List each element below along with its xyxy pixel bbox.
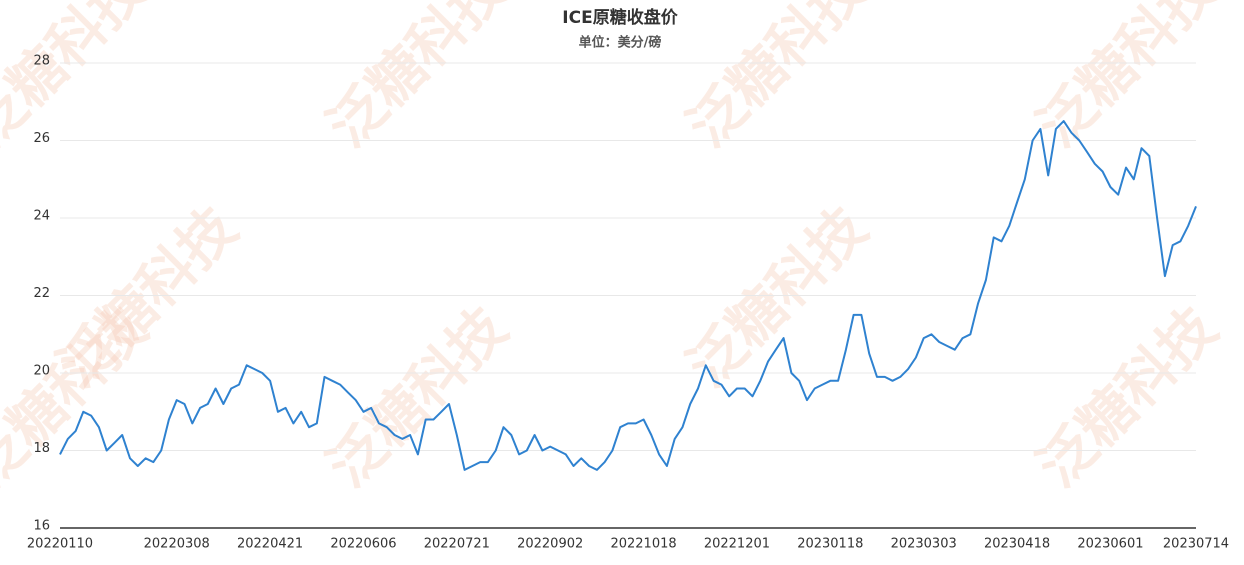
x-tick-label: 20221201 [704,537,770,552]
chart-title: ICE原糖收盘价 [562,7,678,28]
y-tick-label: 18 [33,441,50,456]
y-tick-label: 16 [33,519,50,534]
watermark: 泛糖科技 [45,195,249,399]
y-tick-label: 22 [33,286,50,301]
watermark: 泛糖科技 [315,295,519,499]
x-tick-label: 20230714 [1163,537,1229,552]
y-tick-label: 24 [33,209,50,224]
x-tick-label: 20230601 [1077,537,1143,552]
line-series [59,120,1197,471]
x-tick-label: 20220308 [144,537,210,552]
watermark: 泛糖科技 [1025,0,1229,160]
x-tick-label: 20220902 [517,537,583,552]
x-tick-label: 20220721 [424,537,490,552]
watermark: 泛糖科技 [0,0,160,160]
x-tick-label: 20220606 [330,537,396,552]
watermark: 泛糖科技 [1025,295,1229,499]
x-tick-label: 20220421 [237,537,303,552]
watermark: 泛糖科技 [675,0,879,160]
y-tick-label: 28 [33,54,50,69]
x-tick-label: 20230118 [797,537,863,552]
x-tick-label: 20230418 [984,537,1050,552]
x-tick-label: 20230303 [891,537,957,552]
x-tick-label: 20221018 [610,537,676,552]
chart-subtitle: 单位：美分/磅 [579,35,662,51]
y-tick-label: 26 [33,131,50,146]
x-tick-label: 20220110 [27,537,93,552]
watermark: 泛糖科技 [675,195,879,399]
y-tick-label: 20 [33,364,50,379]
watermark: 泛糖科技 [315,0,519,160]
